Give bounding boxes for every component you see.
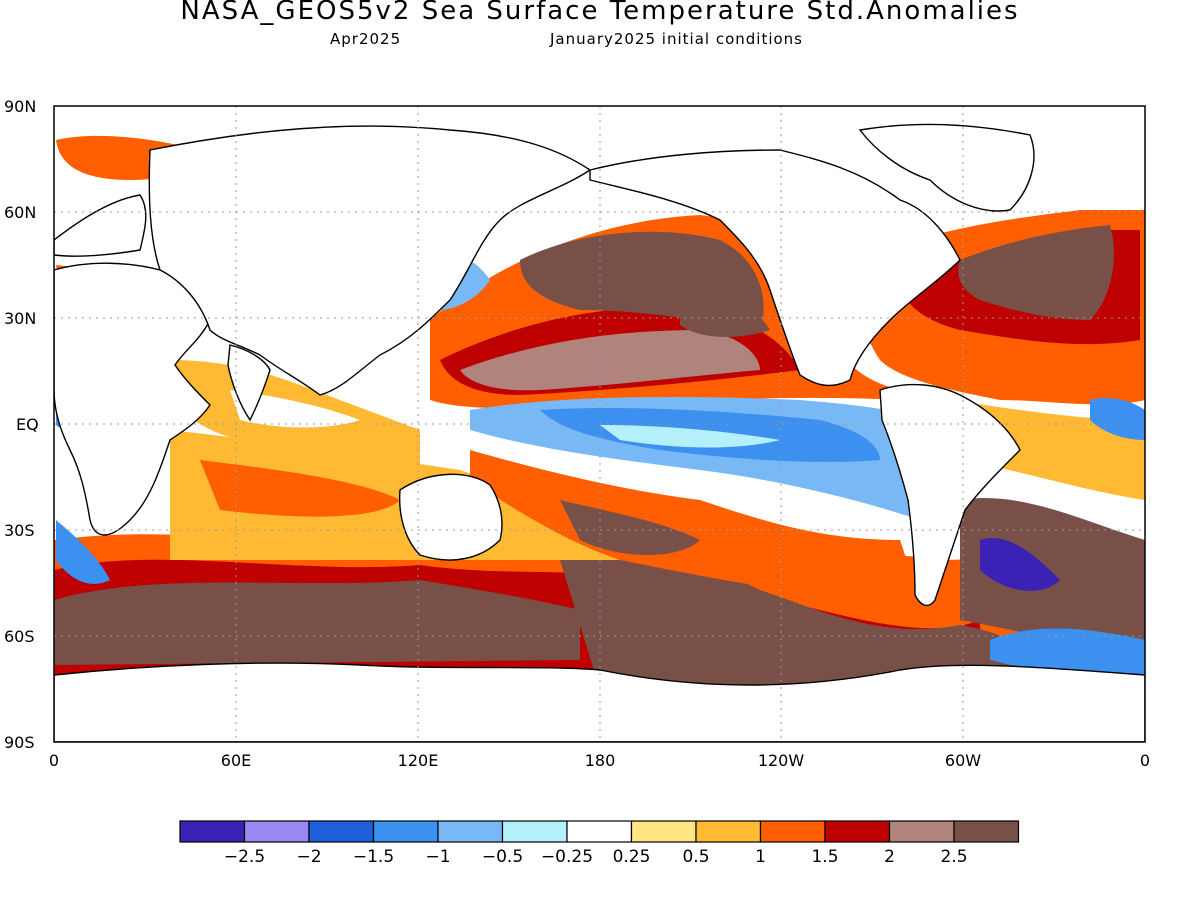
legend-swatch xyxy=(308,820,375,843)
legend-label: 0.25 xyxy=(613,847,651,867)
chart-title: NASA_GEOS5v2 Sea Surface Temperature Std… xyxy=(180,0,1020,26)
legend-swatch xyxy=(759,820,826,843)
lon-tick-label: 0 xyxy=(1140,751,1150,770)
lat-tick-label: 90N xyxy=(4,97,36,116)
lat-tick-label: 30N xyxy=(4,309,36,328)
legend-label: −2 xyxy=(296,847,321,867)
lon-tick-label: 120W xyxy=(758,751,805,770)
lat-tick-label: 60S xyxy=(4,627,35,646)
legend-swatch xyxy=(566,820,633,843)
legend-swatch xyxy=(179,820,246,843)
legend-label: −1 xyxy=(425,847,450,867)
map-frame xyxy=(53,105,1146,743)
legend-swatch xyxy=(888,820,955,843)
legend-label: 1 xyxy=(755,847,766,867)
color-legend: −2.5 −2 −1.5 −1 −0.5 −0.25 0.25 0.5 1 1.5 2 2.5 xyxy=(179,820,1020,867)
legend-swatch xyxy=(953,820,1020,843)
legend-label: 2.5 xyxy=(940,847,967,867)
lon-tick-label: 60W xyxy=(945,751,981,770)
lon-tick-label: 0 xyxy=(49,751,59,770)
continents xyxy=(54,123,1145,742)
legend-label: −0.25 xyxy=(541,847,593,867)
legend-label: −2.5 xyxy=(224,847,265,867)
latitude-axis: 90N 60N 30N EQ 30S 60S 90S xyxy=(4,97,39,752)
legend-swatch xyxy=(630,820,697,843)
legend-swatch xyxy=(824,820,891,843)
map-grid xyxy=(54,106,1145,742)
initial-conditions: January2025 initial conditions xyxy=(550,30,803,48)
legend-swatch xyxy=(695,820,762,843)
lat-tick-label: 30S xyxy=(4,521,35,540)
lon-tick-label: 180 xyxy=(585,751,616,770)
legend-swatch xyxy=(501,820,568,843)
lat-tick-label: 60N xyxy=(4,203,36,222)
lat-tick-label: 90S xyxy=(4,733,35,752)
legend-label: −0.5 xyxy=(482,847,523,867)
legend-swatch xyxy=(243,820,310,843)
legend-swatch xyxy=(437,820,504,843)
legend-label: −1.5 xyxy=(353,847,394,867)
lat-tick-label: EQ xyxy=(16,415,39,434)
legend-label: 0.5 xyxy=(682,847,709,867)
legend-swatch xyxy=(372,820,439,843)
lon-tick-label: 60E xyxy=(221,751,251,770)
legend-label: 2 xyxy=(884,847,895,867)
lon-tick-label: 120E xyxy=(398,751,439,770)
longitude-axis: 0 60E 120E 180 120W 60W 0 xyxy=(49,751,1150,770)
forecast-month: Apr2025 xyxy=(330,30,402,48)
legend-label: 1.5 xyxy=(811,847,838,867)
